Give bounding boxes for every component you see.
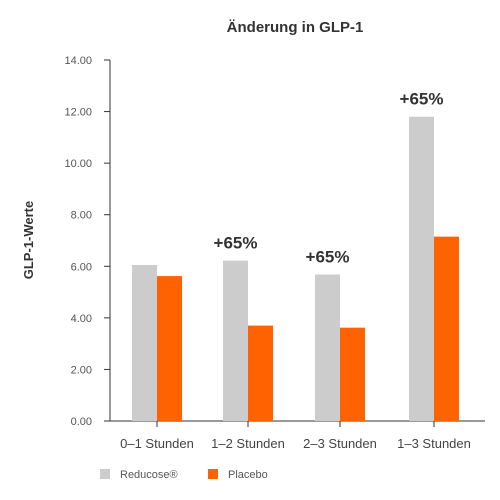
- x-tick-label: 1–2 Stunden: [211, 436, 285, 451]
- y-tick-label: 6.00: [71, 261, 92, 273]
- data-labels: +65% +65% +65%: [214, 90, 444, 267]
- y-tick-label: 2.00: [71, 364, 92, 376]
- bar-placebo: [340, 327, 365, 421]
- x-tick-label: 0–1 Stunden: [120, 436, 194, 451]
- legend-swatch: [100, 469, 110, 479]
- bar-placebo: [157, 276, 182, 421]
- chart-title: Änderung in GLP-1: [227, 19, 364, 36]
- y-tick-label: 0.00: [71, 416, 92, 428]
- y-axis-ticks: 0.00 2.00 4.00 6.00 8.00 10.00 12.00 14.00: [64, 55, 110, 428]
- legend-label: Reducose®: [120, 469, 178, 481]
- bar-reducose: [132, 264, 157, 421]
- y-tick-label: 4.00: [71, 313, 92, 325]
- y-tick-label: 14.00: [64, 55, 92, 67]
- y-tick-label: 8.00: [71, 210, 92, 222]
- x-axis-ticks: 0–1 Stunden 1–2 Stunden 2–3 Stunden 1–3 Stu…: [120, 421, 471, 451]
- bars: [132, 116, 459, 421]
- x-tick-label: 2–3 Stunden: [303, 436, 377, 451]
- y-tick-label: 12.00: [64, 107, 92, 119]
- y-axis-label: GLP-1-Werte: [21, 201, 36, 280]
- legend: Reducose® Placebo: [100, 469, 268, 481]
- bar-placebo: [248, 325, 273, 421]
- bar-reducose: [315, 274, 340, 421]
- data-label: +65%: [214, 234, 258, 253]
- bar-reducose: [409, 116, 434, 421]
- x-tick-label: 1–3 Stunden: [397, 436, 471, 451]
- data-label: +65%: [400, 90, 444, 109]
- legend-label: Placebo: [228, 469, 268, 481]
- legend-swatch: [208, 469, 218, 479]
- bar-reducose: [223, 260, 248, 421]
- bar-placebo: [434, 236, 459, 421]
- y-tick-label: 10.00: [64, 158, 92, 170]
- data-label: +65%: [306, 248, 350, 267]
